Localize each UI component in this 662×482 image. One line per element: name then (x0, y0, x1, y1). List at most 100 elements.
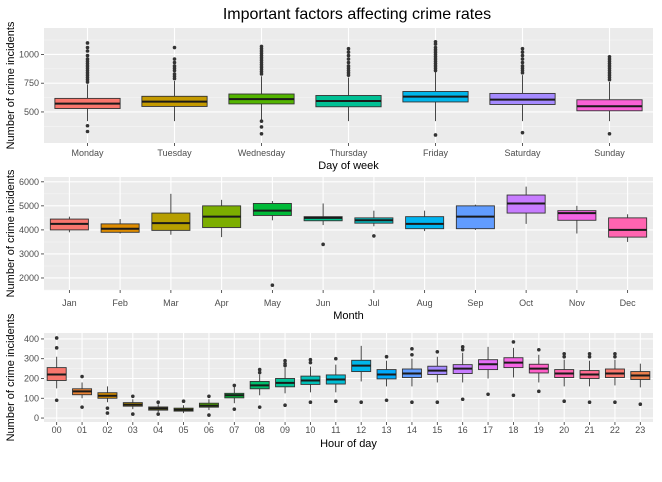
box-May (252, 201, 292, 287)
chart-panel-2: 2000 3000 4000 5000 6000 Jan Feb Mar Apr May Jun Ju… (5, 169, 653, 322)
x-tick-label: 12 (356, 425, 366, 435)
x-tick-label: 16 (458, 425, 468, 435)
box-Sunday (576, 54, 643, 136)
box-15 (427, 349, 448, 405)
outlier-point (613, 354, 617, 359)
outlier-point (433, 42, 438, 46)
chart-panel-1: 500 750 1000 Monday Tuesday Wednesday Thursday… (5, 21, 653, 172)
box-00 (46, 336, 67, 403)
box-Friday (402, 40, 469, 137)
outlier-point (562, 354, 566, 359)
outlier-point (334, 399, 338, 404)
x-tick-label: 00 (52, 425, 62, 435)
outlier-point (207, 394, 211, 399)
outlier-point (520, 50, 525, 54)
outlier-point (520, 71, 525, 75)
box-12 (351, 345, 372, 405)
y-tick-label: 2000 (19, 273, 39, 283)
outlier-point (54, 346, 59, 350)
outlier-point (433, 133, 438, 137)
panel-background (44, 177, 653, 290)
outlier-point (607, 77, 612, 82)
outlier-point (562, 399, 566, 404)
outlier-point (607, 132, 612, 136)
box-02 (97, 386, 118, 415)
outlier-point (85, 80, 90, 84)
x-tick-label: 06 (204, 425, 214, 435)
outlier-point (85, 45, 90, 50)
outlier-point (435, 349, 440, 354)
outlier-point (283, 363, 287, 368)
outlier-point (587, 351, 592, 356)
box-Nov (557, 205, 597, 234)
outlier-point (460, 397, 465, 402)
outlier-point (410, 352, 414, 357)
x-tick-label: Saturday (504, 148, 541, 158)
box-Apr (202, 199, 242, 238)
outlier-point (346, 46, 351, 51)
x-tick-label: Friday (423, 148, 449, 158)
outlier-point (270, 283, 275, 287)
x-tick-label: 02 (102, 425, 112, 435)
box-18 (503, 340, 524, 398)
box-Aug (405, 210, 445, 232)
x-axis-title: Month (333, 310, 364, 322)
box-body (151, 212, 191, 231)
box-body (405, 216, 445, 230)
x-tick-label: Jun (316, 298, 331, 308)
x-tick-label: 13 (382, 425, 392, 435)
y-tick-label: 1000 (19, 49, 39, 59)
outlier-point (105, 406, 110, 410)
y-tick-label: 400 (24, 334, 39, 344)
x-tick-label: Sep (467, 298, 483, 308)
outlier-point (257, 370, 262, 375)
x-tick-label: 23 (635, 425, 645, 435)
x-tick-label: 22 (610, 425, 620, 435)
outlier-point (520, 130, 525, 135)
x-tick-label: 14 (407, 425, 417, 435)
box-17 (478, 346, 499, 397)
outlier-point (156, 400, 160, 405)
outlier-point (372, 234, 376, 238)
outlier-point (172, 45, 177, 50)
x-axis-title: Day of week (318, 160, 379, 172)
outlier-point (410, 400, 414, 405)
outlier-point (384, 398, 389, 403)
outlier-point (105, 411, 110, 415)
outlier-point (85, 41, 90, 45)
x-tick-label: 15 (432, 425, 442, 435)
outlier-point (410, 347, 414, 351)
x-tick-label: Apr (215, 298, 229, 308)
x-tick-label: Mar (163, 298, 179, 308)
outlier-point (587, 400, 592, 405)
x-tick-label: Monday (71, 148, 104, 158)
x-tick-label: 20 (559, 425, 569, 435)
outlier-point (283, 403, 287, 407)
outlier-point (259, 125, 264, 129)
outlier-point (85, 129, 90, 134)
box-11 (325, 356, 346, 404)
outlier-point (460, 348, 465, 352)
x-tick-label: 04 (153, 425, 163, 435)
outlier-point (232, 407, 237, 411)
x-tick-label: Sunday (594, 148, 625, 158)
y-tick-label: 750 (24, 78, 39, 88)
outlier-point (131, 412, 135, 416)
outlier-point (613, 400, 617, 405)
box-14 (401, 347, 422, 405)
box-10 (300, 357, 321, 405)
outlier-point (283, 358, 287, 363)
outlier-point (520, 46, 525, 51)
outlier-point (537, 389, 541, 394)
box-19 (528, 348, 549, 394)
y-tick-label: 100 (24, 393, 39, 403)
box-13 (376, 354, 397, 403)
box-Monday (54, 41, 121, 134)
outlier-point (562, 351, 566, 356)
x-tick-label: Wednesday (238, 148, 286, 158)
outlier-point (232, 383, 237, 388)
box-Sep (455, 204, 495, 230)
x-tick-label: 08 (255, 425, 265, 435)
outlier-point (85, 123, 90, 128)
